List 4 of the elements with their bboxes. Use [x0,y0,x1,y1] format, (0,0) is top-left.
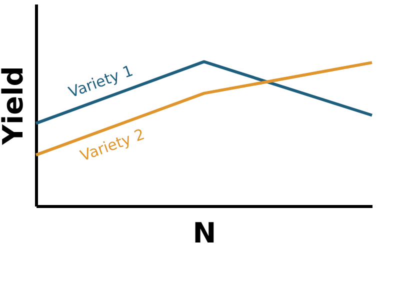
text: Variety 1 [66,62,136,102]
text: Variety 2 [78,125,147,165]
x-axis-title: N [192,216,216,250]
y-axis-title: Yield [0,66,30,146]
